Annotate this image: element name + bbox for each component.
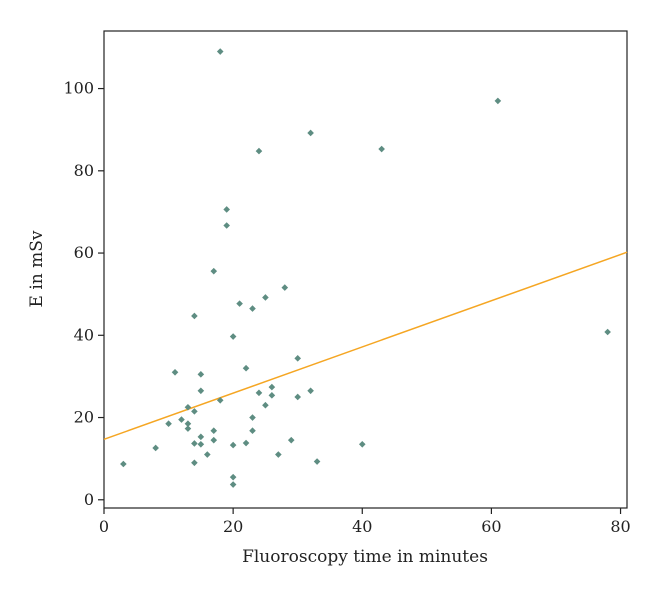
data-point — [229, 441, 237, 449]
data-point — [191, 312, 198, 320]
data-point — [229, 333, 237, 340]
data-point — [191, 440, 198, 447]
data-point — [242, 439, 250, 447]
x-tick-label: 20 — [223, 517, 243, 536]
data-point — [223, 206, 230, 213]
data-point — [307, 129, 314, 137]
data-point — [210, 427, 218, 434]
data-point — [275, 451, 282, 458]
data-point — [216, 48, 224, 55]
data-point — [171, 369, 179, 376]
data-point — [223, 222, 230, 229]
data-point — [236, 300, 243, 307]
data-point — [191, 408, 198, 415]
data-point — [378, 145, 385, 153]
data-point — [242, 364, 250, 372]
data-point — [262, 401, 269, 409]
data-point — [262, 294, 269, 301]
data-point — [152, 444, 159, 452]
data-point — [165, 420, 172, 428]
trend-line — [103, 251, 628, 441]
x-tick-label: 40 — [352, 517, 372, 536]
data-point — [184, 425, 192, 432]
points-layer — [120, 48, 611, 488]
x-tick-label: 80 — [610, 517, 630, 536]
data-point — [229, 481, 237, 488]
plot-frame — [103, 30, 628, 509]
data-point — [294, 355, 302, 362]
y-tick-label: 100 — [63, 79, 94, 98]
data-point — [197, 433, 205, 441]
data-point — [268, 392, 276, 399]
data-point — [249, 427, 256, 434]
data-point — [197, 387, 205, 395]
data-point — [249, 414, 256, 421]
data-point — [197, 440, 205, 448]
data-point — [287, 436, 295, 444]
data-point — [120, 460, 127, 468]
data-point — [307, 387, 314, 395]
data-point — [358, 440, 366, 448]
x-tick-label: 60 — [481, 517, 501, 536]
data-point — [210, 436, 218, 444]
data-point — [294, 393, 302, 401]
y-axis-title: E in mSv — [27, 230, 47, 307]
data-point — [229, 473, 237, 481]
data-point — [494, 97, 502, 105]
data-point — [281, 284, 289, 291]
x-tick-label: 0 — [99, 517, 109, 536]
data-point — [255, 147, 263, 155]
data-point — [184, 403, 192, 411]
data-point — [184, 420, 192, 428]
y-tick-label: 0 — [84, 490, 94, 509]
data-point — [210, 267, 218, 275]
x-axis-ticks: 0 20 40 60 80 — [99, 508, 631, 536]
y-tick-label: 20 — [74, 408, 94, 427]
data-point — [604, 328, 611, 336]
data-point — [268, 383, 276, 391]
data-point — [191, 459, 198, 467]
data-point — [255, 389, 263, 397]
data-point — [313, 458, 321, 465]
data-point — [204, 451, 211, 458]
x-axis-title: Fluoroscopy time in minutes — [242, 547, 488, 567]
data-point — [249, 305, 256, 312]
data-point — [216, 396, 224, 404]
trend-layer — [103, 251, 628, 441]
data-point — [197, 371, 205, 378]
data-point — [178, 416, 185, 423]
y-axis-ticks: 0 20 40 60 80 100 — [63, 79, 104, 509]
y-tick-label: 80 — [74, 161, 94, 180]
y-tick-label: 40 — [74, 325, 94, 344]
y-tick-label: 60 — [74, 243, 94, 262]
